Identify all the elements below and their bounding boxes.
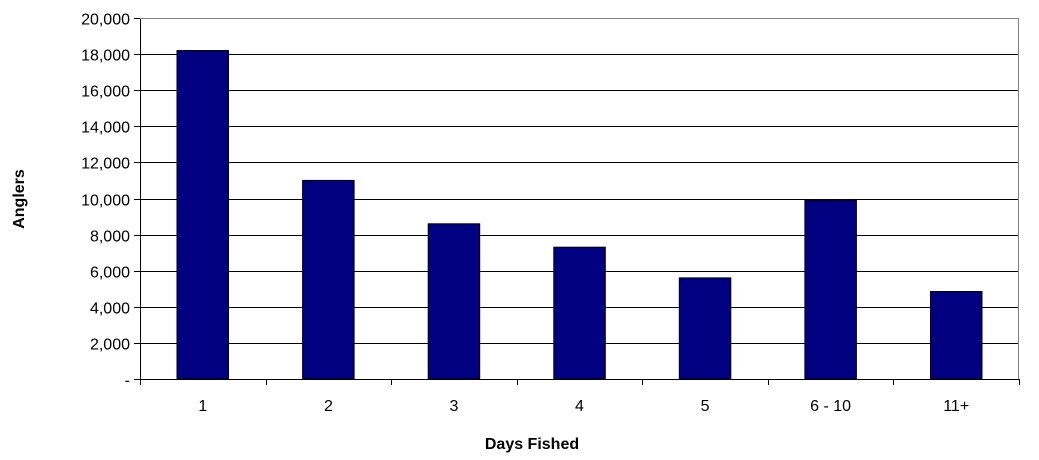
y-tick-label: 8,000 — [90, 229, 130, 246]
y-tick-label: 20,000 — [81, 12, 130, 29]
x-tick-label: 3 — [449, 398, 458, 415]
bar-6-10 — [804, 199, 857, 380]
bar-5 — [678, 277, 732, 380]
bar-2 — [302, 179, 355, 380]
x-tick-label: 5 — [701, 398, 710, 415]
y-tick-label: 6,000 — [90, 265, 130, 282]
bars — [176, 50, 983, 380]
y-tick-label: 18,000 — [81, 48, 130, 65]
y-tick-label: 14,000 — [81, 120, 130, 137]
x-axis-title: Days Fished — [485, 436, 579, 453]
x-tick-label: 11+ — [943, 398, 969, 415]
bar-4 — [553, 246, 606, 380]
y-tick-label: 12,000 — [81, 156, 130, 173]
y-tick-label: - — [125, 373, 130, 390]
axes — [134, 18, 1020, 385]
y-tick-label: 2,000 — [90, 337, 130, 354]
y-tick-label: 4,000 — [90, 301, 130, 318]
y-tick-label: 16,000 — [81, 84, 130, 101]
bar-3 — [427, 223, 481, 380]
y-tick-label: 10,000 — [81, 193, 130, 210]
x-tick-labels: 1 2 3 4 5 6 - 10 11+ — [198, 398, 969, 415]
x-tick-label: 4 — [575, 398, 584, 415]
x-tick-label: 2 — [324, 398, 333, 415]
x-tick-label: 1 — [198, 398, 207, 415]
y-tick-labels: - 2,000 4,000 6,000 8,000 10,000 12,000 14,000 1… — [81, 12, 130, 390]
y-axis-title: Anglers — [11, 169, 28, 229]
x-tick-label: 6 - 10 — [810, 398, 851, 415]
bar-1 — [176, 50, 229, 380]
bar-11- — [930, 291, 983, 380]
